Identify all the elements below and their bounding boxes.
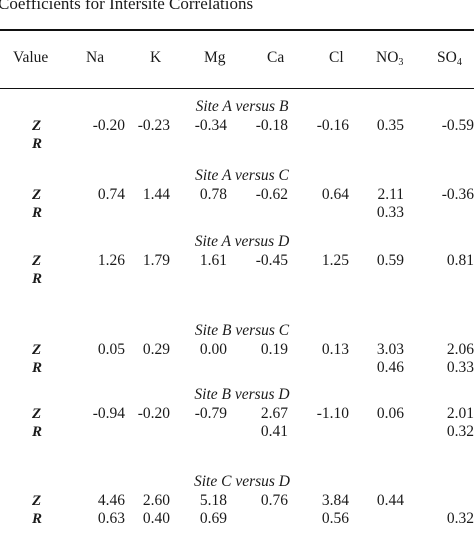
- table-cell: 5.18: [199, 492, 227, 509]
- column-header-subscript: 4: [456, 57, 462, 68]
- table-cell: 0.32: [446, 423, 474, 440]
- table-cell: -0.59: [441, 117, 474, 134]
- table-cell: 1.61: [199, 252, 227, 269]
- column-header: Cl: [329, 49, 344, 67]
- column-header-label: Ca: [267, 49, 285, 66]
- row-label: Z: [32, 118, 42, 134]
- table-cell: -0.79: [194, 405, 227, 422]
- table-cell: -0.62: [255, 186, 288, 203]
- table-cell: 0.81: [446, 252, 474, 269]
- header-rule: [0, 88, 474, 89]
- column-header: NO3: [376, 49, 404, 68]
- table-cell: 2.11: [377, 186, 404, 203]
- table-cell: 0.59: [376, 252, 404, 269]
- column-header-label: K: [150, 49, 162, 66]
- top-rule: [0, 29, 474, 31]
- table-cell: 0.29: [142, 341, 170, 358]
- table-cell: -0.20: [92, 117, 125, 134]
- table-cell: 0.00: [199, 341, 227, 358]
- table-cell: 0.40: [142, 510, 170, 527]
- table-cell: 1.44: [142, 186, 170, 203]
- column-header-label: NO: [376, 49, 399, 66]
- column-header-label: Value: [13, 49, 49, 66]
- section-title: Site A versus B: [195, 98, 289, 115]
- table-cell: 0.33: [446, 359, 474, 376]
- table-cell: -0.34: [194, 117, 227, 134]
- table-cell: 0.41: [260, 423, 288, 440]
- table-cell: 3.84: [321, 492, 349, 509]
- table-cell: -1.10: [316, 405, 349, 422]
- table-cell: 0.33: [376, 204, 404, 221]
- table-cell: 3.03: [376, 341, 404, 358]
- row-label: Z: [32, 342, 42, 358]
- column-header: K: [150, 49, 161, 67]
- table-cell: -0.36: [441, 186, 474, 203]
- row-label: Z: [32, 493, 42, 509]
- table-cell: 2.01: [446, 405, 474, 422]
- table-caption: Coefficients for Intersite Correlations: [0, 0, 254, 13]
- row-label: R: [32, 424, 43, 440]
- table-cell: -0.20: [137, 405, 170, 422]
- table-cell: 0.44: [376, 492, 404, 509]
- table-cell: 1.79: [142, 252, 170, 269]
- table-cell: 0.69: [199, 510, 227, 527]
- table-cell: 4.46: [97, 492, 125, 509]
- table-cell: 0.56: [321, 510, 349, 527]
- column-header-label: Cl: [329, 49, 344, 66]
- row-label: Z: [32, 253, 42, 269]
- table-cell: 2.60: [142, 492, 170, 509]
- row-label: Z: [32, 406, 42, 422]
- table-cell: 2.06: [446, 341, 474, 358]
- column-header: SO4: [437, 49, 462, 68]
- table-cell: -0.16: [316, 117, 349, 134]
- column-header: Ca: [267, 49, 284, 67]
- section-title: Site B versus D: [194, 386, 290, 403]
- table-cell: 0.32: [446, 510, 474, 527]
- section-title: Site B versus C: [194, 322, 290, 339]
- section-title: Site A versus D: [194, 233, 290, 250]
- table-cell: -0.23: [137, 117, 170, 134]
- column-header: Mg: [204, 49, 226, 67]
- section-title: Site A versus C: [195, 167, 289, 184]
- row-label: Z: [32, 187, 42, 203]
- table-cell: -0.45: [255, 252, 288, 269]
- column-header-label: Na: [86, 49, 105, 66]
- row-label: R: [32, 360, 43, 376]
- column-header-label: SO: [437, 49, 457, 66]
- row-label: R: [32, 205, 43, 221]
- table-cell: 0.35: [376, 117, 404, 134]
- table-cell: 0.78: [199, 186, 227, 203]
- table-cell: 0.06: [376, 405, 404, 422]
- row-label: R: [32, 271, 43, 287]
- table-cell: 0.76: [260, 492, 288, 509]
- table-cell: -0.94: [92, 405, 125, 422]
- table-cell: 0.05: [97, 341, 125, 358]
- table-cell: 1.25: [321, 252, 349, 269]
- column-header: Na: [86, 49, 104, 67]
- column-header-subscript: 3: [398, 57, 404, 68]
- table-cell: 0.46: [376, 359, 404, 376]
- table-cell: 0.63: [97, 510, 125, 527]
- table-cell: 0.19: [260, 341, 288, 358]
- table-cell: 2.67: [260, 405, 288, 422]
- row-label: R: [32, 136, 43, 152]
- table-cell: -0.18: [255, 117, 288, 134]
- table-cell: 1.26: [97, 252, 125, 269]
- column-header-label: Mg: [204, 49, 226, 66]
- table-cell: 0.74: [97, 186, 125, 203]
- section-title: Site C versus D: [193, 473, 290, 490]
- row-label: R: [32, 511, 43, 527]
- table-cell: 0.13: [321, 341, 349, 358]
- table-cell: 0.64: [321, 186, 349, 203]
- column-header: Value: [13, 49, 48, 67]
